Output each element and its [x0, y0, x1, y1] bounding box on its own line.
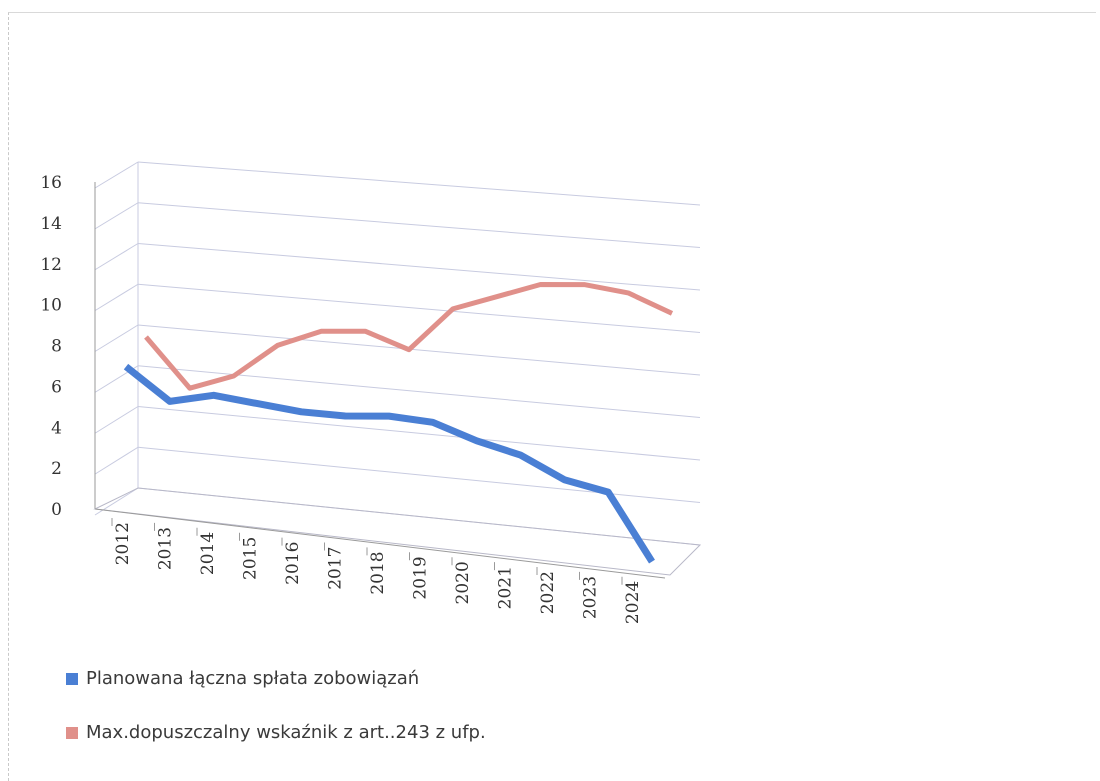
x-tick-label: 2023 — [581, 576, 601, 619]
x-tick-label: 2019 — [411, 556, 431, 599]
legend-item-planowana: Planowana łączna spłata zobowiązań — [66, 668, 419, 689]
grid-depth-line — [94, 283, 139, 312]
axes — [93, 162, 702, 579]
x-tick-label: 2012 — [113, 522, 133, 565]
grid-line — [137, 243, 701, 291]
y-tick-label: 12 — [40, 255, 62, 275]
grid-depth-line — [94, 243, 139, 271]
x-tick-label: 2024 — [623, 581, 643, 624]
x-tick-label: 2022 — [538, 571, 558, 614]
series-line-1 — [144, 282, 674, 391]
series-line-0 — [123, 363, 655, 564]
y-tick-label: 8 — [51, 337, 62, 357]
series-lines — [123, 282, 674, 564]
x-tick-label: 2013 — [156, 527, 176, 570]
y-tick-label: 4 — [51, 418, 62, 438]
legend-swatch-red — [66, 726, 78, 739]
legend-item-max: Max.dopuszczalny wskaźnik z art..243 z u… — [66, 722, 486, 743]
floor-plane — [93, 487, 702, 576]
legend-label: Planowana łączna spłata zobowiązań — [86, 668, 420, 689]
x-axis-line — [94, 508, 666, 579]
legend-label: Max.dopuszczalny wskaźnik z art..243 z u… — [86, 722, 486, 743]
x-tick-label: 2017 — [326, 547, 346, 590]
grid-line — [137, 324, 701, 376]
grid-depth-line — [94, 487, 139, 516]
y-tick-labels: 0 2 4 6 8 10 12 14 16 — [40, 173, 62, 520]
y-tick-label: 14 — [40, 214, 62, 234]
x-tick-label: 2015 — [241, 537, 261, 580]
x-tick-label: 2014 — [198, 532, 218, 575]
x-tick-label: 2021 — [496, 566, 516, 609]
grid-line — [137, 365, 701, 418]
grid-line — [137, 161, 701, 206]
y-tick-label: 16 — [40, 173, 62, 193]
grid-depth-line — [94, 161, 139, 189]
x-tick-label: 2016 — [283, 542, 303, 585]
grid-line — [137, 202, 701, 248]
grid-line — [137, 446, 701, 503]
x-tick-label: 2020 — [453, 561, 473, 604]
grid-lines — [94, 161, 701, 546]
grid-line — [137, 283, 701, 333]
y-tick-label: 10 — [40, 296, 62, 316]
x-tick-labels: 2012 2013 2014 2015 2016 2017 2018 2019 2020 2021… — [111, 518, 643, 624]
y-tick-label: 2 — [51, 459, 62, 479]
grid-depth-line — [94, 202, 139, 230]
legend-swatch-blue — [66, 672, 78, 685]
grid-depth-line — [94, 324, 139, 352]
grid-line — [137, 406, 701, 461]
y-tick-label: 0 — [51, 500, 62, 520]
chart-frame — [8, 12, 1096, 781]
y-tick-label: 6 — [51, 377, 62, 397]
x-tick-label: 2018 — [368, 551, 388, 594]
grid-depth-line — [94, 446, 139, 475]
grid-depth-line — [94, 406, 139, 434]
